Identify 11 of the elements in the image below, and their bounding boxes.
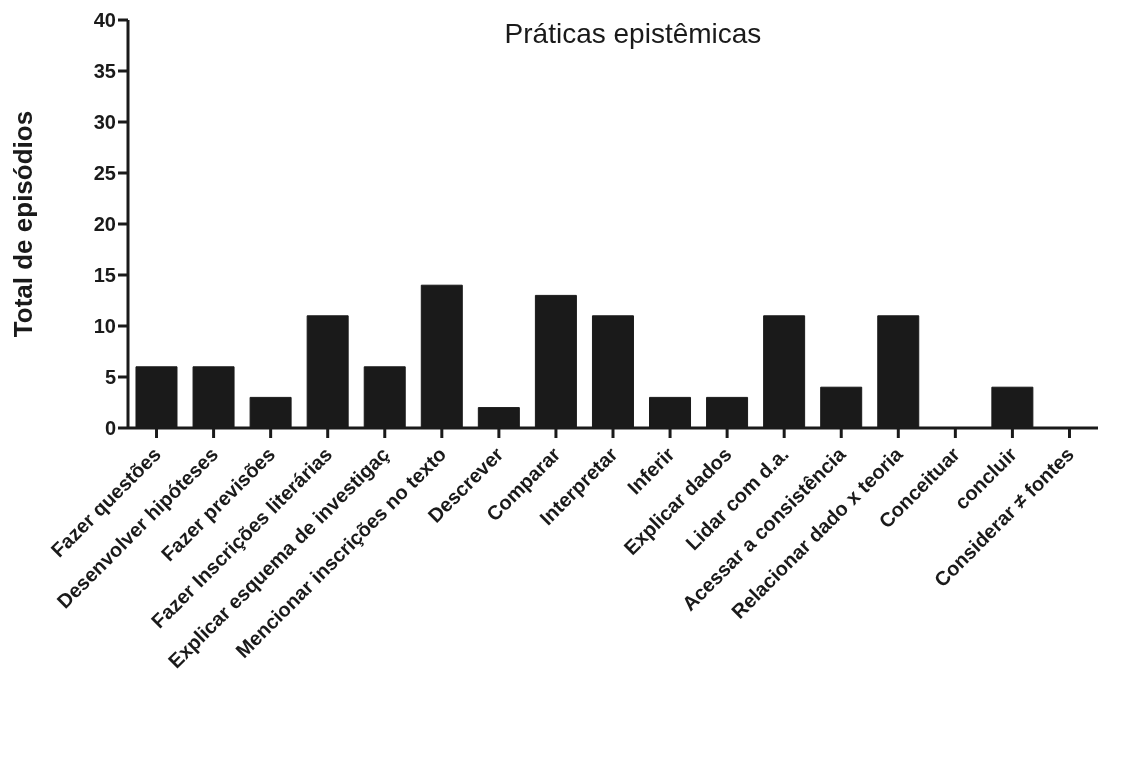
y-tick-label: 40 [93,9,116,32]
y-tick-label: 20 [93,213,116,236]
chart-title: Práticas epistêmicas [504,18,762,49]
y-tick-label: 25 [93,162,116,185]
y-tick-label: 30 [93,111,116,134]
y-axis-title: Total de episódios [8,110,39,338]
y-tick-label: 10 [93,315,116,338]
y-tick-label: 5 [104,366,116,389]
y-tick-label: 35 [93,60,116,83]
y-tick-label: 0 [104,417,116,440]
y-tick-label: 15 [93,264,116,287]
